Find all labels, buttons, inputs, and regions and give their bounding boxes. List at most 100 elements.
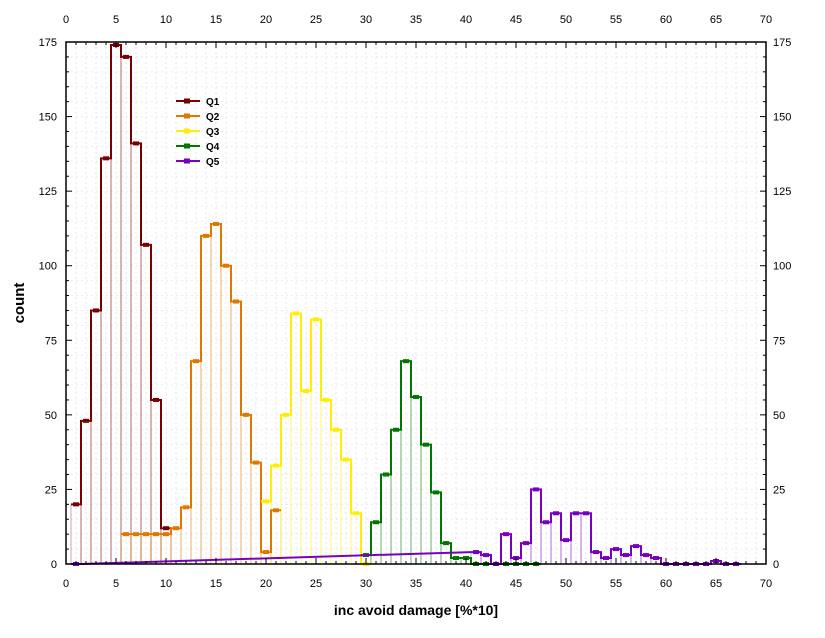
- x-tick-label-bottom: 15: [210, 578, 222, 590]
- x-tick-label-top: 55: [610, 14, 622, 26]
- legend-label: Q3: [206, 127, 220, 138]
- data-point: [203, 233, 209, 238]
- data-point: [293, 311, 299, 316]
- bar: [120, 534, 132, 564]
- data-point: [473, 550, 479, 555]
- x-tick-label-top: 20: [260, 14, 272, 26]
- x-tick-label-top: 10: [160, 14, 172, 26]
- y-tick-label-left: 150: [39, 112, 57, 124]
- x-tick-label-bottom: 10: [160, 578, 172, 590]
- data-point: [633, 544, 639, 549]
- legend: Q1 Q2 Q3 Q4 Q5: [176, 97, 220, 168]
- x-tick-label-bottom: 40: [460, 578, 472, 590]
- data-point: [253, 460, 259, 465]
- data-point: [343, 457, 349, 462]
- data-point: [153, 397, 159, 402]
- legend-swatch-marker: [184, 143, 190, 149]
- legend-label: Q4: [206, 142, 220, 153]
- x-tick-label-bottom: 55: [610, 578, 622, 590]
- data-point: [193, 359, 199, 364]
- bar: [130, 534, 142, 564]
- data-point: [643, 553, 649, 558]
- y-tick-label-left: 25: [45, 484, 57, 496]
- data-point: [153, 532, 159, 537]
- x-tick-label-top: 50: [560, 14, 572, 26]
- data-point: [653, 556, 659, 561]
- y-tick-label-right: 150: [773, 112, 791, 124]
- legend-item-q3: Q3: [176, 127, 220, 138]
- data-point: [243, 412, 249, 417]
- x-tick-label-bottom: 50: [560, 578, 572, 590]
- data-point: [453, 556, 459, 561]
- data-point: [613, 547, 619, 552]
- x-tick-label-bottom: 0: [63, 578, 69, 590]
- x-tick-label-bottom: 65: [710, 578, 722, 590]
- data-point: [133, 532, 139, 537]
- data-point: [443, 541, 449, 546]
- data-point: [143, 242, 149, 247]
- y-tick-label-right: 75: [773, 335, 785, 347]
- legend-item-q1: Q1: [176, 97, 220, 108]
- bar: [210, 223, 222, 564]
- x-tick-label-bottom: 60: [660, 578, 672, 590]
- x-tick-label-top: 65: [710, 14, 722, 26]
- y-tick-label-left: 0: [51, 559, 57, 571]
- x-tick-label-top: 40: [460, 14, 472, 26]
- data-point: [273, 463, 279, 468]
- y-tick-label-right: 125: [773, 186, 791, 198]
- data-point: [263, 499, 269, 504]
- bar: [300, 390, 312, 564]
- data-point: [503, 532, 509, 537]
- data-point: [583, 511, 589, 516]
- y-tick-label-right: 100: [773, 261, 791, 273]
- data-point: [483, 553, 489, 558]
- bar: [160, 534, 172, 564]
- data-point: [83, 418, 89, 423]
- data-point: [233, 299, 239, 304]
- data-point: [133, 141, 139, 146]
- data-point: [143, 532, 149, 537]
- legend-swatch-marker: [184, 98, 190, 104]
- x-tick-label-top: 30: [360, 14, 372, 26]
- x-tick-label-bottom: 25: [310, 578, 322, 590]
- legend-label: Q2: [206, 112, 220, 123]
- x-tick-label-top: 25: [310, 14, 322, 26]
- data-point: [433, 490, 439, 495]
- legend-label: Q1: [206, 97, 220, 108]
- bar: [150, 534, 162, 564]
- data-point: [223, 263, 229, 268]
- bar: [560, 540, 572, 564]
- bar: [220, 265, 232, 564]
- bar: [70, 504, 82, 564]
- x-tick-label-bottom: 20: [260, 578, 272, 590]
- data-point: [323, 397, 329, 402]
- x-tick-label-top: 0: [63, 14, 69, 26]
- y-tick-label-left: 100: [39, 261, 57, 273]
- data-point: [173, 526, 179, 531]
- data-point: [73, 502, 79, 507]
- data-point: [393, 427, 399, 432]
- legend-item-q5: Q5: [176, 157, 220, 168]
- y-tick-label-right: 25: [773, 484, 785, 496]
- data-point: [543, 520, 549, 525]
- legend-swatch-marker: [184, 128, 190, 134]
- data-point: [563, 538, 569, 543]
- y-tick-label-left: 175: [39, 37, 57, 49]
- data-point: [533, 487, 539, 492]
- data-point: [603, 556, 609, 561]
- y-axis-title: count: [11, 283, 28, 324]
- x-tick-label-top: 35: [410, 14, 422, 26]
- legend-swatch-marker: [184, 113, 190, 119]
- y-tick-label-left: 50: [45, 410, 57, 422]
- axes: 0055101015152020252530303535404045455050…: [39, 14, 792, 590]
- data-point: [123, 54, 129, 59]
- data-point: [163, 526, 169, 531]
- data-point: [573, 511, 579, 516]
- x-tick-label-bottom: 5: [113, 578, 119, 590]
- data-point: [413, 394, 419, 399]
- x-tick-label-top: 15: [210, 14, 222, 26]
- data-point: [303, 388, 309, 393]
- legend-swatch-marker: [184, 158, 190, 164]
- data-point: [523, 541, 529, 546]
